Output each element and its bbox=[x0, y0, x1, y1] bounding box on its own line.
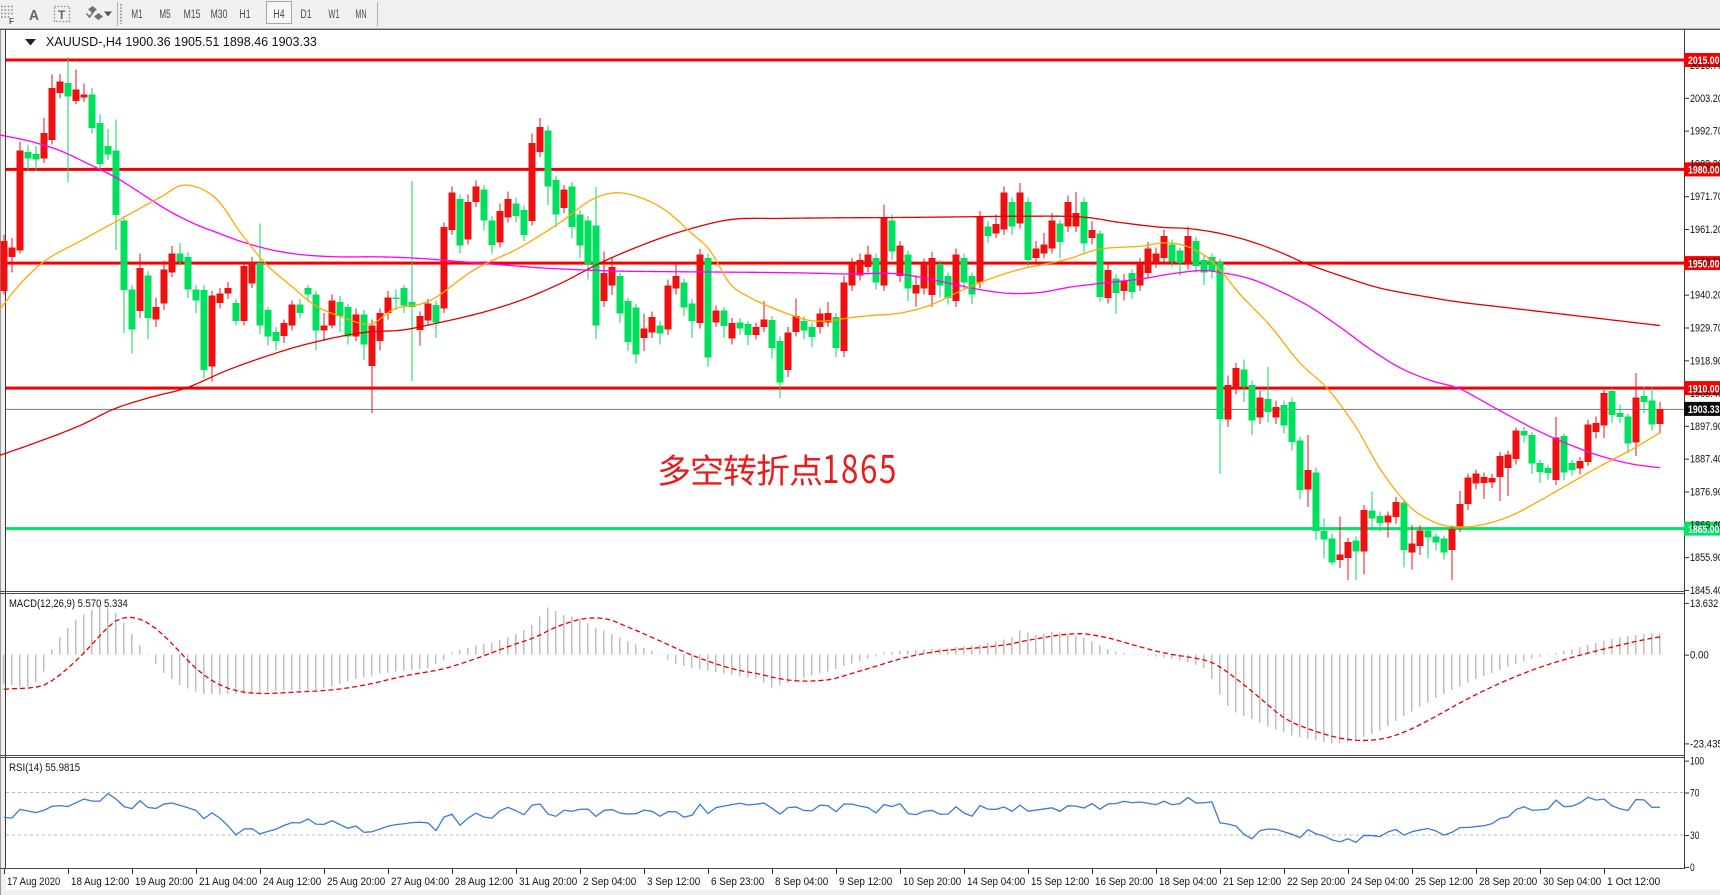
svg-text:1908.40: 1908.40 bbox=[1690, 388, 1720, 400]
svg-text:30 Sep 04:00: 30 Sep 04:00 bbox=[1543, 876, 1601, 888]
svg-text:13.632: 13.632 bbox=[1690, 598, 1718, 610]
svg-text:0.00: 0.00 bbox=[1690, 650, 1709, 662]
svg-text:H4: H4 bbox=[273, 9, 285, 21]
svg-text:1980.00: 1980.00 bbox=[1688, 165, 1720, 177]
svg-text:21 Sep 12:00: 21 Sep 12:00 bbox=[1223, 876, 1281, 888]
svg-text:100: 100 bbox=[1690, 756, 1704, 768]
svg-text:1910.00: 1910.00 bbox=[1688, 383, 1720, 395]
svg-text:6 Sep 23:00: 6 Sep 23:00 bbox=[711, 876, 764, 888]
svg-text:M30: M30 bbox=[211, 9, 228, 21]
svg-text:1918.90: 1918.90 bbox=[1690, 355, 1720, 367]
svg-text:1982.20: 1982.20 bbox=[1690, 158, 1720, 170]
svg-text:H1: H1 bbox=[239, 9, 250, 21]
svg-text:1845.40: 1845.40 bbox=[1690, 585, 1720, 597]
svg-text:30: 30 bbox=[1690, 830, 1699, 842]
svg-text:21 Aug 04:00: 21 Aug 04:00 bbox=[199, 876, 257, 888]
svg-text:M5: M5 bbox=[159, 9, 170, 21]
svg-text:T: T bbox=[58, 8, 66, 22]
svg-text:1897.90: 1897.90 bbox=[1690, 421, 1720, 433]
svg-text:2015.00: 2015.00 bbox=[1688, 55, 1720, 67]
svg-text:25 Aug 20:00: 25 Aug 20:00 bbox=[327, 876, 385, 888]
svg-text:A: A bbox=[29, 7, 39, 24]
svg-text:70: 70 bbox=[1690, 788, 1699, 800]
svg-text:28 Aug 12:00: 28 Aug 12:00 bbox=[455, 876, 513, 888]
svg-text:31 Aug 20:00: 31 Aug 20:00 bbox=[519, 876, 577, 888]
svg-text:1866.40: 1866.40 bbox=[1690, 519, 1720, 531]
svg-text:9 Sep 12:00: 9 Sep 12:00 bbox=[839, 876, 892, 888]
svg-text:15 Sep 12:00: 15 Sep 12:00 bbox=[1031, 876, 1089, 888]
svg-text:24 Sep 04:00: 24 Sep 04:00 bbox=[1351, 876, 1409, 888]
svg-text:1971.70: 1971.70 bbox=[1690, 191, 1720, 203]
svg-text:M1: M1 bbox=[131, 9, 142, 21]
svg-text:0: 0 bbox=[1690, 862, 1695, 874]
svg-text:M15: M15 bbox=[184, 9, 201, 21]
svg-text:16 Sep 20:00: 16 Sep 20:00 bbox=[1095, 876, 1153, 888]
svg-text:1 Oct 12:00: 1 Oct 12:00 bbox=[1607, 876, 1660, 888]
svg-text:18 Aug 12:00: 18 Aug 12:00 bbox=[71, 876, 129, 888]
svg-text:18 Sep 04:00: 18 Sep 04:00 bbox=[1159, 876, 1217, 888]
svg-text:28 Sep 20:00: 28 Sep 20:00 bbox=[1479, 876, 1537, 888]
svg-text:17 Aug 2020: 17 Aug 2020 bbox=[7, 876, 60, 888]
svg-text:2 Sep 04:00: 2 Sep 04:00 bbox=[583, 876, 636, 888]
svg-text:F: F bbox=[9, 17, 14, 26]
svg-text:MACD(12,26,9) 5.570 5.334: MACD(12,26,9) 5.570 5.334 bbox=[9, 598, 128, 610]
svg-text:1876.90: 1876.90 bbox=[1690, 487, 1720, 499]
svg-text:1903.33: 1903.33 bbox=[1688, 404, 1720, 416]
svg-text:1950.00: 1950.00 bbox=[1688, 258, 1720, 270]
svg-text:27 Aug 04:00: 27 Aug 04:00 bbox=[391, 876, 449, 888]
svg-text:10 Sep 20:00: 10 Sep 20:00 bbox=[903, 876, 961, 888]
svg-text:1950.70: 1950.70 bbox=[1690, 257, 1720, 269]
svg-text:24 Aug 12:00: 24 Aug 12:00 bbox=[263, 876, 321, 888]
svg-text:1940.20: 1940.20 bbox=[1690, 290, 1720, 302]
svg-text:2003.20: 2003.20 bbox=[1690, 93, 1720, 105]
svg-text:MN: MN bbox=[355, 9, 366, 21]
svg-text:19 Aug 20:00: 19 Aug 20:00 bbox=[135, 876, 193, 888]
svg-text:1961.20: 1961.20 bbox=[1690, 224, 1720, 236]
svg-text:1929.70: 1929.70 bbox=[1690, 323, 1720, 335]
svg-text:1887.40: 1887.40 bbox=[1690, 454, 1720, 466]
svg-text:14 Sep 04:00: 14 Sep 04:00 bbox=[967, 876, 1025, 888]
svg-text:2013.70: 2013.70 bbox=[1690, 60, 1720, 72]
svg-text:22 Sep 20:00: 22 Sep 20:00 bbox=[1287, 876, 1345, 888]
svg-text:D1: D1 bbox=[300, 9, 311, 21]
svg-text:W1: W1 bbox=[328, 9, 339, 21]
svg-text:8 Sep 04:00: 8 Sep 04:00 bbox=[775, 876, 828, 888]
svg-text:XAUUSD-,H4 1900.36 1905.51 189: XAUUSD-,H4 1900.36 1905.51 1898.46 1903.… bbox=[46, 35, 317, 49]
svg-text:1992.70: 1992.70 bbox=[1690, 126, 1720, 138]
svg-text:-23.435: -23.435 bbox=[1690, 738, 1720, 750]
svg-text:1865.00: 1865.00 bbox=[1688, 524, 1720, 536]
svg-text:3 Sep 12:00: 3 Sep 12:00 bbox=[647, 876, 700, 888]
svg-text:1855.90: 1855.90 bbox=[1690, 552, 1720, 564]
svg-text:RSI(14) 55.9815: RSI(14) 55.9815 bbox=[9, 762, 80, 774]
svg-text:25 Sep 12:00: 25 Sep 12:00 bbox=[1415, 876, 1473, 888]
